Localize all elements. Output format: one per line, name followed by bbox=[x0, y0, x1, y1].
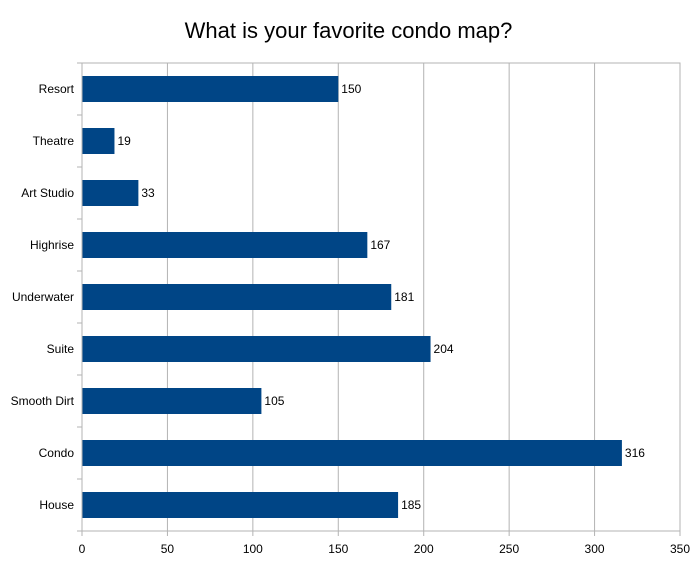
bar bbox=[82, 128, 115, 154]
bar-value-label: 150 bbox=[341, 82, 361, 96]
bar bbox=[82, 232, 368, 258]
bar bbox=[82, 76, 339, 102]
y-category-label: Resort bbox=[39, 82, 75, 96]
bar-value-label: 316 bbox=[625, 446, 645, 460]
bar bbox=[82, 492, 399, 518]
chart-title: What is your favorite condo map? bbox=[184, 18, 513, 43]
bar bbox=[82, 440, 622, 466]
x-tick-label: 350 bbox=[670, 542, 690, 556]
y-category-label: Suite bbox=[47, 342, 75, 356]
x-tick-label: 0 bbox=[79, 542, 86, 556]
y-category-label: Condo bbox=[39, 446, 75, 460]
bar-value-label: 19 bbox=[117, 134, 131, 148]
x-tick-label: 250 bbox=[499, 542, 519, 556]
bar bbox=[82, 388, 262, 414]
bar bbox=[82, 336, 431, 362]
bar-value-label: 167 bbox=[370, 238, 390, 252]
bar bbox=[82, 180, 139, 206]
x-tick-label: 200 bbox=[414, 542, 434, 556]
bar-value-label: 33 bbox=[141, 186, 155, 200]
bar-value-label: 105 bbox=[264, 394, 284, 408]
x-tick-label: 50 bbox=[161, 542, 175, 556]
bar-value-label: 181 bbox=[394, 290, 414, 304]
y-category-label: Smooth Dirt bbox=[11, 394, 75, 408]
bar bbox=[82, 284, 392, 310]
plot-frame bbox=[81, 62, 681, 532]
y-category-label: Art Studio bbox=[21, 186, 74, 200]
y-category-label: House bbox=[39, 498, 74, 512]
y-category-label: Highrise bbox=[30, 238, 74, 252]
y-category-label: Theatre bbox=[33, 134, 75, 148]
bar-value-label: 185 bbox=[401, 498, 421, 512]
bar-value-label: 204 bbox=[434, 342, 454, 356]
x-tick-label: 150 bbox=[328, 542, 348, 556]
y-category-label: Underwater bbox=[12, 290, 74, 304]
x-tick-label: 100 bbox=[243, 542, 263, 556]
x-tick-label: 300 bbox=[585, 542, 605, 556]
